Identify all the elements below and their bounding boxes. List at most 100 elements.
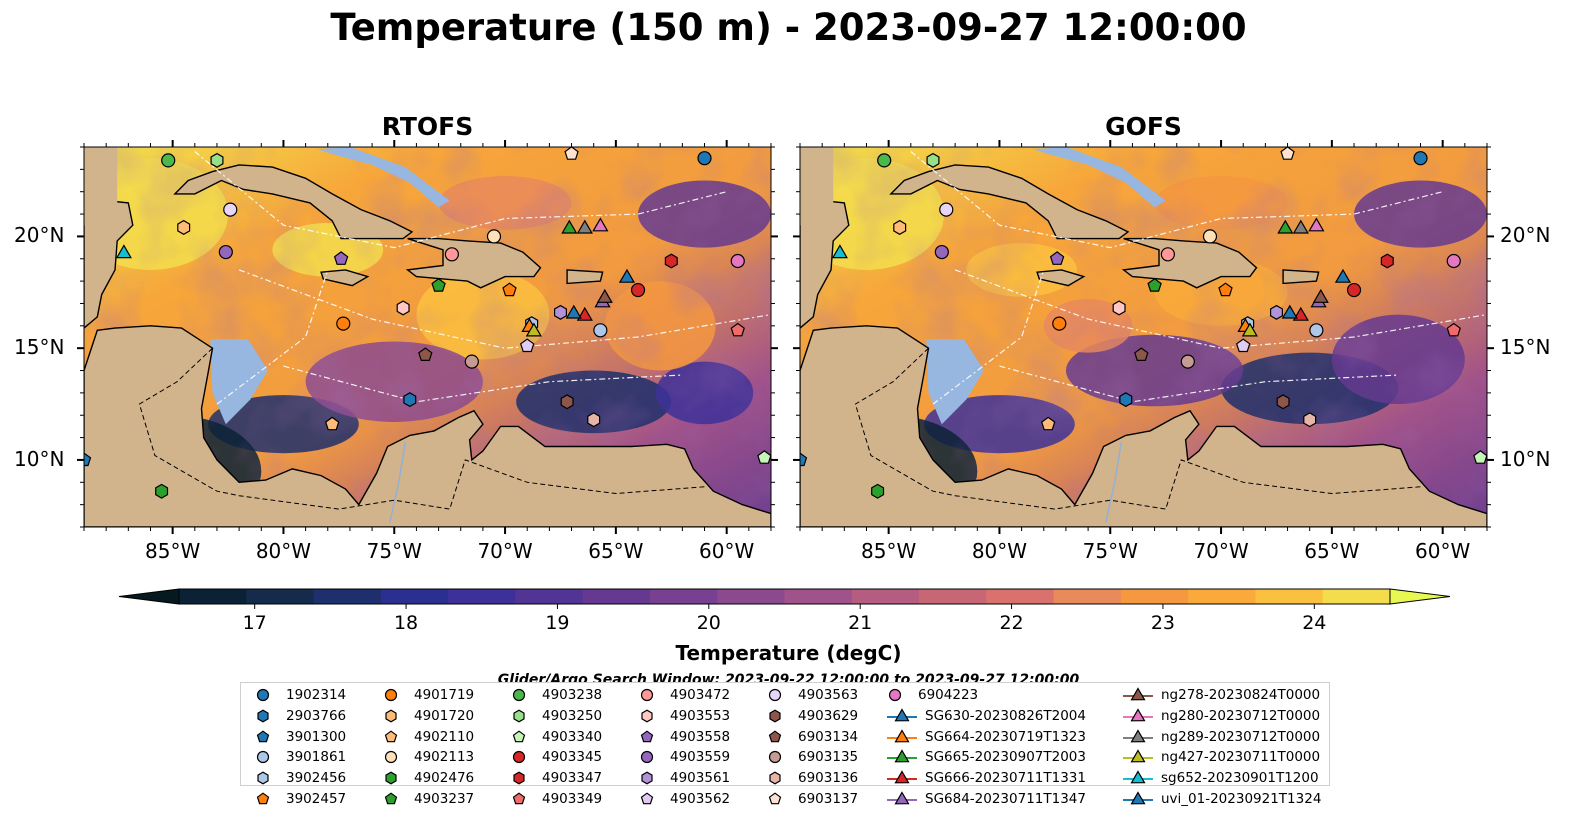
legend-label: 3901861 [286,749,347,766]
observation-marker [1119,392,1133,408]
observation-marker [1147,278,1162,292]
legend-marker [887,770,917,784]
legend-symbol [384,751,398,764]
legend-label: 3901300 [286,728,347,745]
legend-label: 4902476 [414,770,475,787]
legend-symbol [513,771,525,785]
colorbar-segment [649,589,718,604]
colorbar-segment [313,589,382,604]
land-hispaniola [405,237,542,289]
legend-marker [256,688,270,702]
legend-marker [887,728,917,743]
colorbar-segment [1322,589,1391,604]
legend-label: 3902456 [286,770,347,787]
legend-label: 4903472 [670,687,731,703]
observation-marker [1303,412,1317,428]
observation-marker [730,253,745,269]
legend-marker [640,751,654,764]
legend-marker [384,751,398,764]
colorbar-tick-label: 20 [696,612,721,634]
legend-symbol [640,792,654,805]
observation-marker [396,300,410,316]
legend-label: sg652-20230901T1200 [1161,770,1319,787]
land-puerto-rico [566,269,604,285]
eez-boundary [954,269,1487,349]
colorbar-segment [246,589,315,604]
lon-tick-label: 65°W [1304,539,1360,563]
legend-marker [513,709,525,723]
legend-label: 4903553 [670,707,731,724]
observation-marker [757,450,771,464]
observation-marker [939,202,954,217]
map-ticks [77,140,778,534]
legend-marker [384,730,398,742]
lon-tick-label: 85°W [861,539,917,563]
legend-symbol [640,688,654,702]
lon-tick-label: 70°W [477,539,533,563]
legend-label: 6903134 [798,728,859,745]
land-yucatan [84,199,134,330]
land-mexico [84,147,118,226]
legend-label: 3902457 [286,791,347,807]
observation-marker [1276,394,1290,410]
legend-symbol [385,771,397,785]
observation-marker [177,219,191,235]
legend-marker [384,688,398,702]
legend-symbol [512,730,526,742]
legend-marker [1123,728,1153,743]
bahamas-shallow-water [1032,147,1166,208]
observation-marker [576,306,593,321]
colorbar-segment [380,589,449,604]
observation-marker [1309,323,1324,338]
observation-marker [934,244,949,260]
map-frame [799,146,1488,528]
observation-marker [223,202,238,217]
legend-marker [385,771,397,785]
observation-marker [418,347,433,361]
observation-marker [893,219,907,235]
legend-label: 4903250 [542,707,603,724]
observation-marker [1446,322,1461,337]
legend-symbol [640,730,654,742]
colorbar-segment [851,589,920,604]
lat-tick-label-right: 10°N [1500,446,1551,471]
colorbar-segment [717,589,785,604]
lon-tick-label: 75°W [366,539,422,563]
observation-marker [1446,253,1461,269]
eez-boundary [910,151,1443,249]
legend-marker [257,709,269,723]
legend-marker [640,730,654,742]
legend-symbol [894,728,910,743]
legend-symbol [257,771,269,785]
legend-label: 6904223 [918,687,979,703]
map-frame [83,146,772,528]
country-borders [854,347,1421,510]
legend-symbol [257,709,269,723]
eez-boundary [283,365,683,403]
legend-symbol [385,709,397,723]
observation-marker [1049,251,1065,265]
legend-symbol [769,709,781,723]
legend-label: 4903629 [798,707,859,724]
search-window-text: Glider/Argo Search Window: 2023-09-22 12… [497,672,1080,683]
legend-marker [768,751,782,764]
map-content-gofs [800,147,1487,527]
legend-marker [887,749,917,763]
observation-marker [464,354,479,369]
observation-marker [210,152,224,168]
legend-symbol [1130,791,1146,805]
legend-label: 1902314 [286,687,347,703]
observation-marker [444,247,459,262]
observation-marker [596,288,613,303]
colorbar-tick-label: 17 [242,612,267,634]
legend-label: 4903347 [542,770,603,787]
legend-marker [768,730,782,742]
colorbar-segment [448,589,516,604]
legend-marker [640,792,654,805]
bahamas-shallow-water [316,147,450,208]
legend-marker [1123,791,1153,805]
colorbar-tick-label: 23 [1150,612,1176,634]
colorbar-tick-label: 21 [848,612,873,634]
legend-symbol [256,730,270,742]
legend-label: 4903558 [670,728,731,745]
